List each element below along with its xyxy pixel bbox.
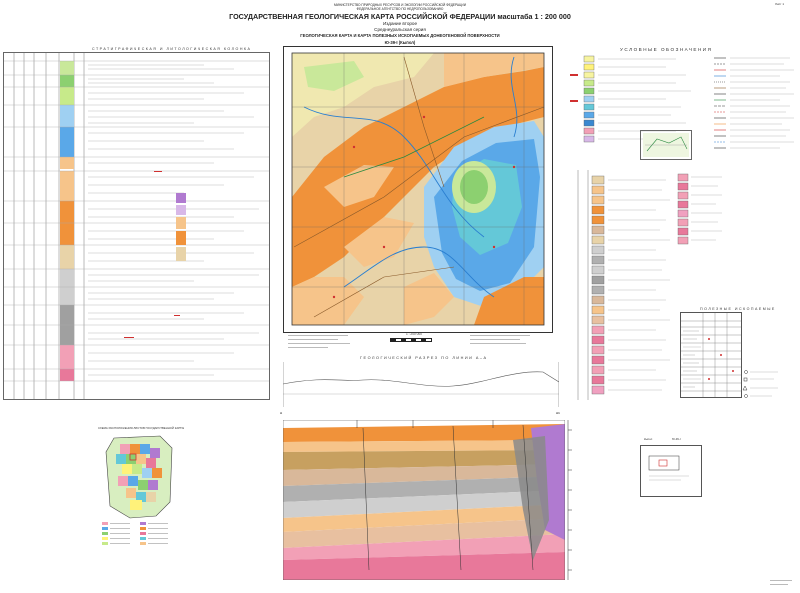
series-name: Среднеуральская серия bbox=[374, 27, 426, 32]
map-subtitle: ГЕОЛОГИЧЕСКАЯ КАРТА И КАРТА ПОЛЕЗНЫХ ИСК… bbox=[300, 33, 500, 38]
legend-stratigraphic-units bbox=[566, 54, 706, 144]
geological-map bbox=[291, 52, 545, 326]
scale-bar bbox=[390, 338, 432, 342]
cross-section-title: ГЕОЛОГИЧЕСКИЙ РАЗРЕЗ ПО ЛИНИИ А–А bbox=[360, 356, 488, 360]
topo-profile bbox=[282, 362, 560, 407]
legend-symbols-graphic bbox=[714, 57, 794, 149]
location-inset bbox=[640, 445, 702, 497]
section-end-label: А1 bbox=[556, 411, 560, 415]
location-inset-label: Кыпол bbox=[644, 437, 653, 441]
cross-section-graphic bbox=[282, 419, 566, 581]
topo-profile-graphic bbox=[282, 362, 560, 407]
minerals-symbols-graphic bbox=[742, 370, 778, 398]
agency-line: ФЕДЕРАЛЬНОЕ АГЕНТСТВО ПО НЕДРОПОЛЬЗОВАНИ… bbox=[356, 7, 444, 11]
index-map bbox=[100, 432, 180, 552]
index-map-graphic bbox=[102, 435, 173, 545]
legend-formations-graphic bbox=[577, 170, 670, 400]
legend-intrusions-graphic bbox=[677, 173, 722, 245]
sheet-number: Лист 1 bbox=[775, 2, 785, 6]
minerals-table-graphic bbox=[681, 313, 741, 397]
location-inset-code: Ю-39-I bbox=[672, 437, 681, 441]
strat-column-title: СТРАТИГРАФИЧЕСКАЯ И ЛИТОЛОГИЧЕСКАЯ КОЛОН… bbox=[92, 47, 252, 51]
legend-symbols bbox=[710, 54, 798, 174]
minerals-table bbox=[680, 312, 742, 398]
imprint bbox=[770, 578, 794, 588]
index-map-title: СХЕМА РАСПОЛОЖЕНИЯ ЛИСТОВ ГОСУДАРСТВЕННО… bbox=[98, 426, 185, 430]
minerals-symbols bbox=[742, 312, 782, 412]
sheet-code: Ю-39-I (Кыпол) bbox=[384, 40, 416, 45]
minerals-title: ПОЛЕЗНЫЕ ИСКОПАЕМЫЕ bbox=[700, 307, 776, 311]
depth-scale-graphic bbox=[567, 420, 572, 580]
map-credits bbox=[470, 333, 540, 349]
cross-section-scale bbox=[566, 420, 574, 580]
map-title: ГОСУДАРСТВЕННАЯ ГЕОЛОГИЧЕСКАЯ КАРТА РОСС… bbox=[229, 12, 571, 21]
legend-units-graphic bbox=[570, 55, 691, 143]
legend-title: УСЛОВНЫЕ ОБОЗНАЧЕНИЯ bbox=[620, 47, 713, 52]
edition: Издание второе bbox=[382, 21, 418, 26]
strat-column-graphic bbox=[4, 53, 269, 399]
section-start-label: А bbox=[280, 411, 283, 415]
map-notes bbox=[288, 333, 358, 349]
ministry-line: МИНИСТЕРСТВО ПРИРОДНЫХ РЕСУРСОВ И ЭКОЛОГ… bbox=[334, 3, 466, 7]
legend-formations bbox=[566, 170, 676, 410]
strat-column-frame bbox=[3, 52, 270, 400]
inset-diagram-graphic bbox=[643, 133, 689, 157]
scale-label: 1 : 200 000 bbox=[406, 332, 422, 336]
location-inset-graphic bbox=[648, 455, 689, 481]
inset-diagram bbox=[640, 130, 692, 160]
cross-section bbox=[282, 419, 566, 581]
geological-map-frame bbox=[283, 46, 553, 333]
legend-intrusions bbox=[676, 172, 726, 252]
